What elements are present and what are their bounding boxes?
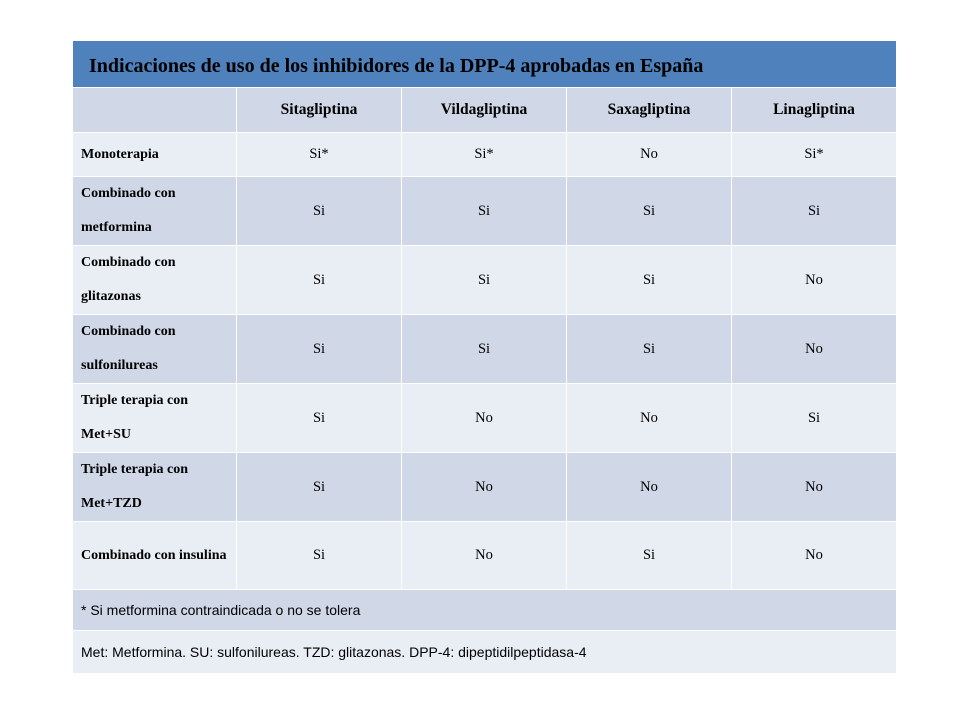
footnote-row: Met: Metformina. SU: sulfonilureas. TZD:… <box>72 630 897 674</box>
note-row: * Si metformina contraindicada o no se t… <box>72 589 897 631</box>
value-cell: Si <box>731 176 897 246</box>
value-cell: Si <box>566 521 732 590</box>
row-label: Combinado con sulfonilureas <box>72 314 237 384</box>
table-title: Indicaciones de uso de los inhibidores d… <box>72 40 897 88</box>
value-cell: Si* <box>731 132 897 177</box>
table-row: Combinado con sulfonilureas Si Si Si No <box>72 314 897 384</box>
table-note: * Si metformina contraindicada o no se t… <box>72 589 897 631</box>
table-row: Monoterapia Si* Si* No Si* <box>72 132 897 177</box>
indications-table: Indicaciones de uso de los inhibidores d… <box>72 40 897 674</box>
table-row: Triple terapia con Met+SU Si No No Si <box>72 383 897 453</box>
value-cell: No <box>731 521 897 590</box>
row-label: Monoterapia <box>72 132 237 177</box>
value-cell: Si <box>236 383 402 453</box>
value-cell: No <box>401 521 567 590</box>
value-cell: No <box>566 132 732 177</box>
row-label: Triple terapia con Met+SU <box>72 383 237 453</box>
row-label: Triple terapia con Met+TZD <box>72 452 237 522</box>
value-cell: No <box>566 452 732 522</box>
value-cell: No <box>401 452 567 522</box>
table-row: Combinado con glitazonas Si Si Si No <box>72 245 897 315</box>
header-cell-linagliptina: Linagliptina <box>731 87 897 133</box>
value-cell: Si* <box>401 132 567 177</box>
value-cell: Si <box>401 176 567 246</box>
value-cell: No <box>731 245 897 315</box>
value-cell: Si <box>401 245 567 315</box>
table-row: Combinado con metformina Si Si Si Si <box>72 176 897 246</box>
value-cell: Si <box>731 383 897 453</box>
value-cell: Si <box>236 521 402 590</box>
value-cell: Si <box>401 314 567 384</box>
value-cell: Si* <box>236 132 402 177</box>
value-cell: Si <box>236 176 402 246</box>
header-cell-saxagliptina: Saxagliptina <box>566 87 732 133</box>
value-cell: No <box>401 383 567 453</box>
table-row: Combinado con insulina Si No Si No <box>72 521 897 590</box>
row-label: Combinado con metformina <box>72 176 237 246</box>
value-cell: Si <box>236 314 402 384</box>
row-label: Combinado con insulina <box>72 521 237 590</box>
value-cell: Si <box>566 245 732 315</box>
header-cell-empty <box>72 87 237 133</box>
value-cell: No <box>731 452 897 522</box>
title-row: Indicaciones de uso de los inhibidores d… <box>72 40 897 88</box>
header-cell-sitagliptina: Sitagliptina <box>236 87 402 133</box>
row-label: Combinado con glitazonas <box>72 245 237 315</box>
header-row: Sitagliptina Vildagliptina Saxagliptina … <box>72 87 897 133</box>
value-cell: No <box>731 314 897 384</box>
value-cell: Si <box>566 176 732 246</box>
table-row: Triple terapia con Met+TZD Si No No No <box>72 452 897 522</box>
value-cell: No <box>566 383 732 453</box>
value-cell: Si <box>566 314 732 384</box>
value-cell: Si <box>236 245 402 315</box>
value-cell: Si <box>236 452 402 522</box>
table-footnote: Met: Metformina. SU: sulfonilureas. TZD:… <box>72 630 897 674</box>
header-cell-vildagliptina: Vildagliptina <box>401 87 567 133</box>
